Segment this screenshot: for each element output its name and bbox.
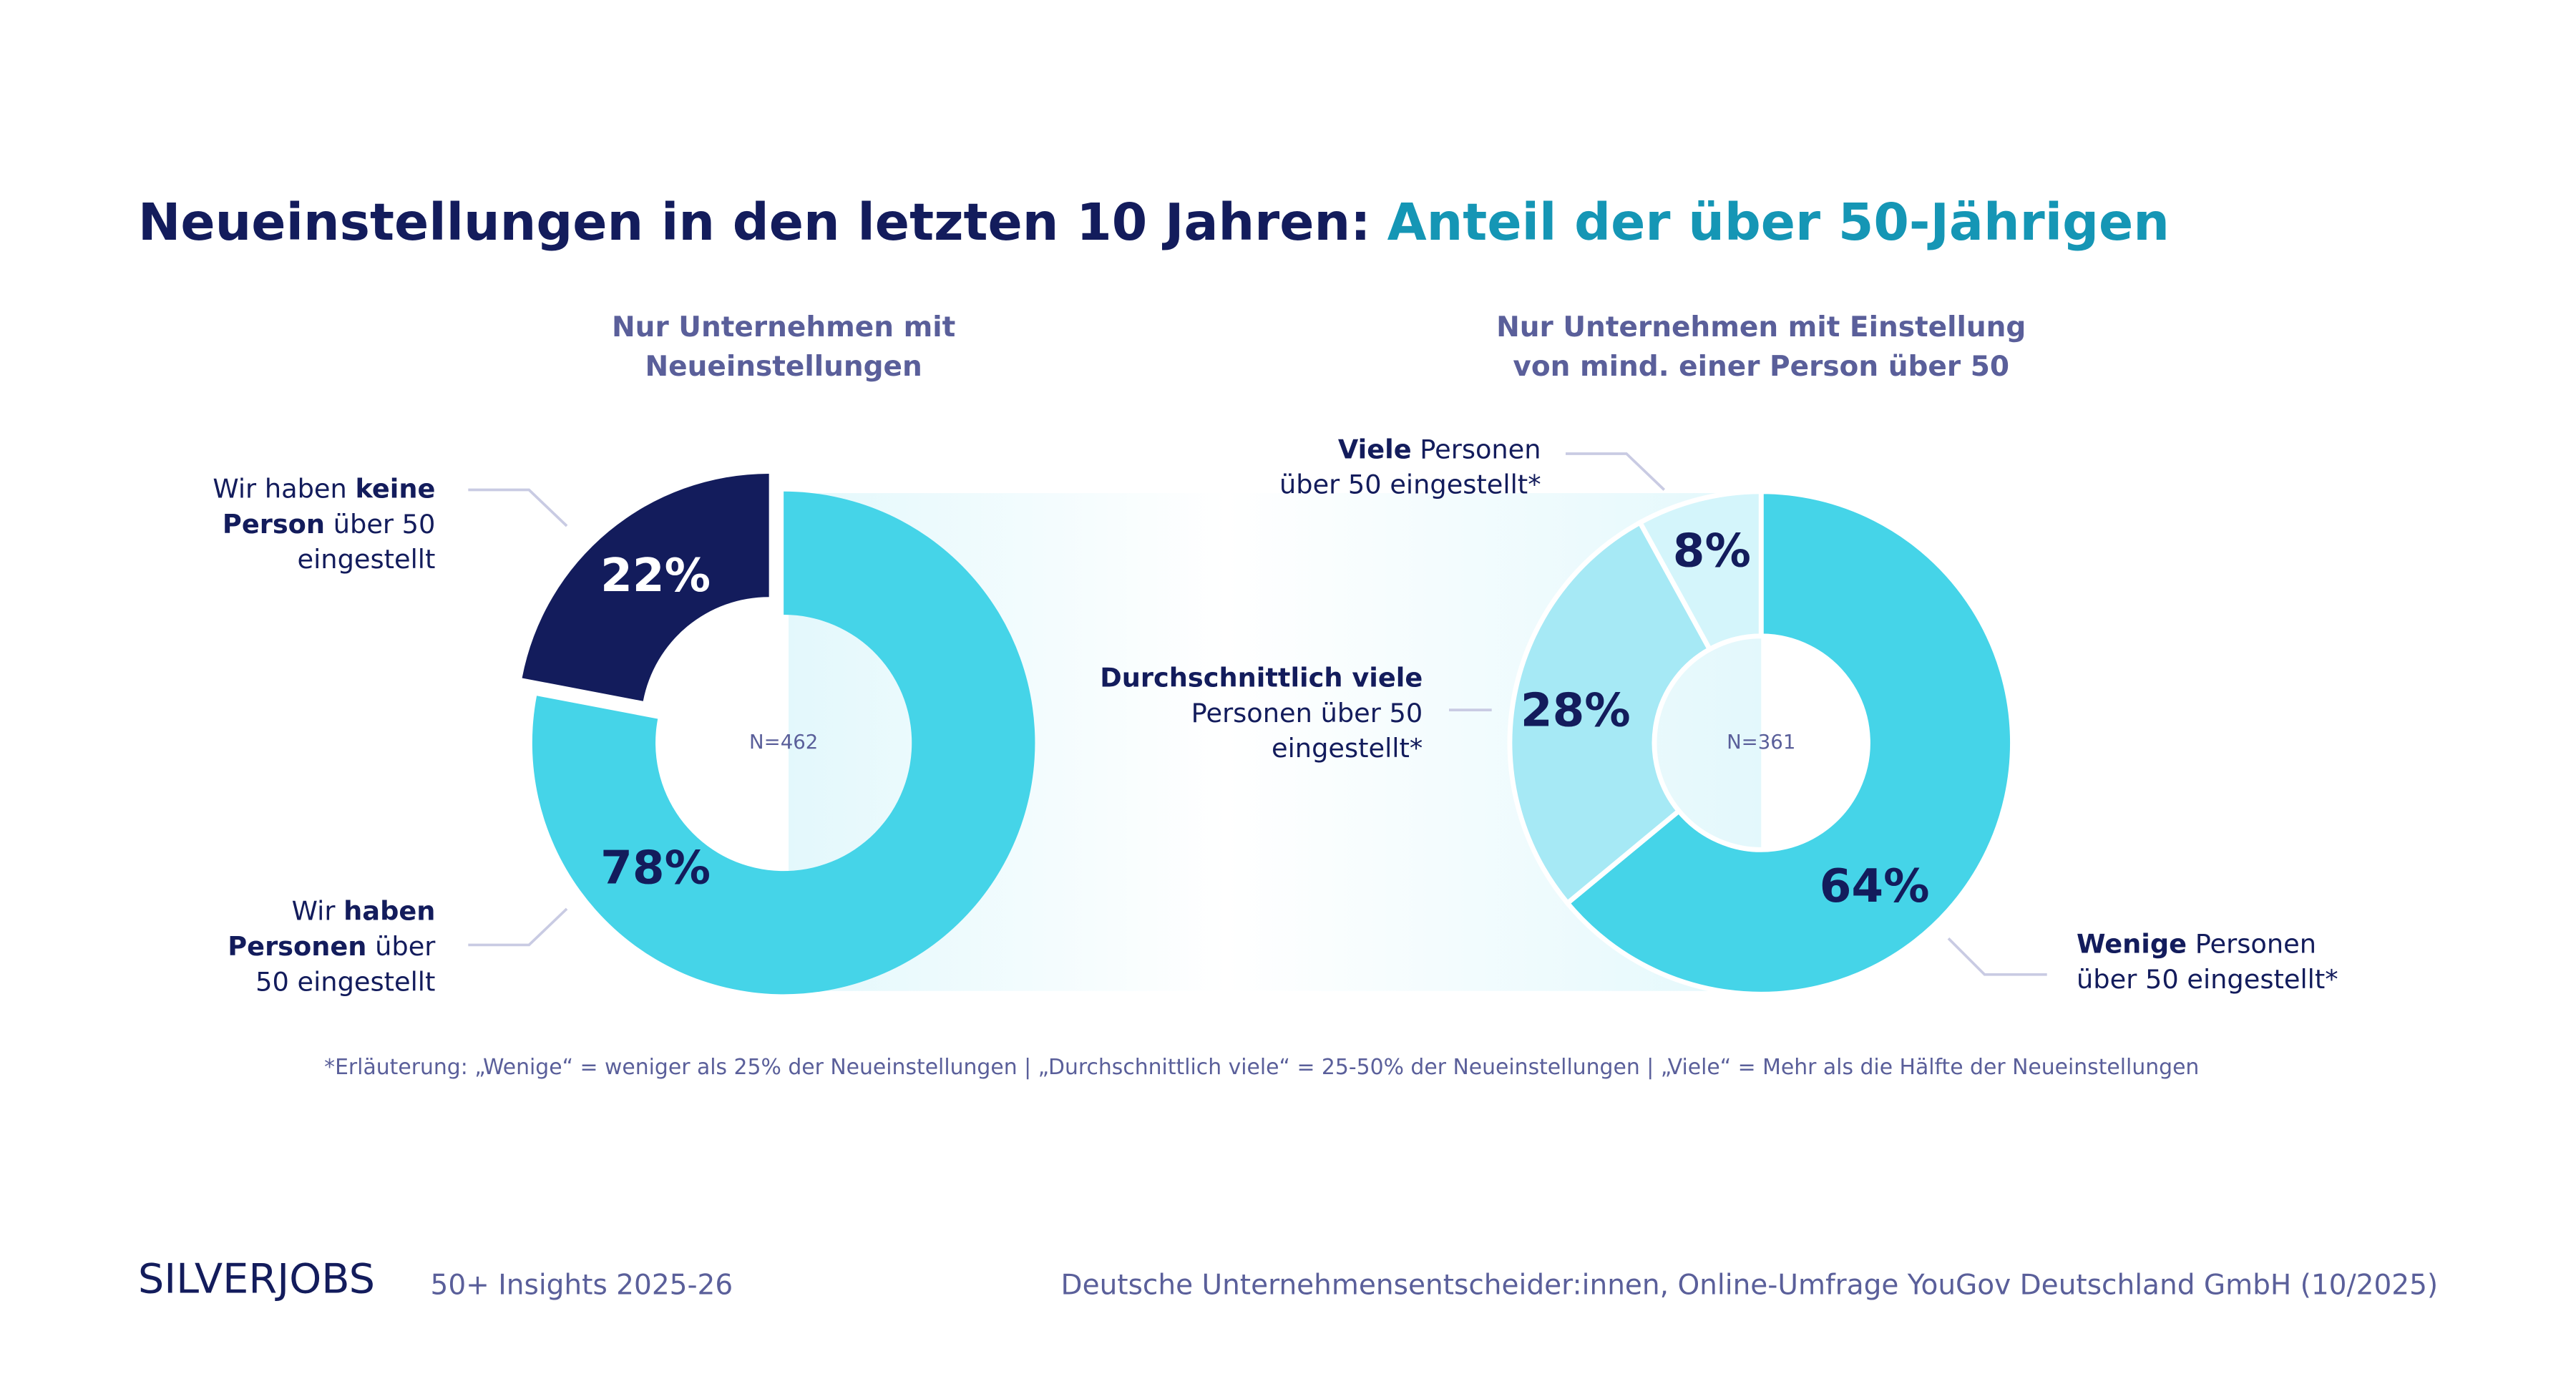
- edition: 50+ Insights 2025-26: [431, 1270, 733, 1302]
- chart-subtitle: Nur Unternehmen mit Einstellung: [1496, 311, 2026, 344]
- label-segment: über 50: [325, 508, 435, 539]
- label-segment: 50 eingestellt: [255, 966, 435, 997]
- category-label: Wir haben keine Person über 50 eingestellt: [213, 473, 435, 575]
- title-accent: Anteil der über 50-Jährigen: [1387, 192, 2170, 251]
- label-segment: Personen: [2187, 928, 2316, 959]
- connector: [1566, 452, 1666, 491]
- label-segment: keine: [355, 473, 435, 504]
- sample-size: N=361: [1727, 731, 1795, 754]
- label-line: Person über 50: [223, 508, 436, 539]
- donut-slice: [1507, 519, 1714, 907]
- title: Neueinstellungen in den letzten 10 Jahre…: [138, 192, 2170, 251]
- category-label: Viele Personen über 50 eingestellt*: [1279, 434, 1541, 500]
- label-segment: über 50 eingestellt*: [1279, 469, 1541, 500]
- label-segment: über: [366, 930, 436, 961]
- label-segment: über 50 eingestellt*: [2077, 963, 2338, 994]
- label-segment: eingestellt: [298, 544, 436, 575]
- value-label: 28%: [1521, 683, 1631, 737]
- value-label: 78%: [600, 842, 711, 895]
- brand: SILVERJOBS: [138, 1255, 375, 1303]
- label-segment: Person: [223, 508, 325, 539]
- connector: [468, 907, 568, 947]
- label-segment: Personen: [1412, 434, 1541, 464]
- chart-subtitle: Neueinstellungen: [645, 351, 922, 383]
- connector: [1947, 937, 2047, 976]
- donut-slice: [1636, 489, 1764, 653]
- label-segment: Wir haben: [213, 473, 355, 504]
- label-segment: Wenige: [2077, 928, 2187, 959]
- label-segment: eingestellt*: [1272, 733, 1423, 764]
- label-line: eingestellt: [298, 544, 436, 575]
- label-segment: Wir: [292, 895, 343, 926]
- label-line: Personen über 50: [1191, 697, 1423, 728]
- label-line: Wenige Personen: [2077, 928, 2316, 959]
- sample-size: N=462: [749, 731, 818, 754]
- connector: [468, 488, 568, 527]
- category-label: Wenige Personen über 50 eingestellt*: [2077, 928, 2338, 994]
- category-label: Wir haben Personen über 50 eingestellt: [228, 895, 436, 997]
- chart-subtitle: Nur Unternehmen mit: [612, 311, 955, 344]
- source: Deutsche Unternehmensentscheider:innen, …: [1061, 1270, 2439, 1302]
- value-label: 8%: [1673, 525, 1751, 578]
- label-segment: Personen über 50: [1191, 697, 1423, 728]
- category-label: Durchschnittlich viele Personen über 50 ei…: [1100, 662, 1423, 764]
- chart-subtitle: von mind. einer Person über 50: [1513, 351, 2009, 383]
- donut-slice: [522, 474, 769, 701]
- title-main: Neueinstellungen in den letzten 10 Jahre…: [138, 192, 1371, 251]
- label-line: über 50 eingestellt*: [1279, 469, 1541, 500]
- donut-slice: [1563, 489, 2015, 997]
- label-segment: Personen: [228, 930, 366, 961]
- footnote: *Erläuterung: „Wenige“ = weniger als 25%…: [324, 1055, 2199, 1080]
- label-line: eingestellt*: [1272, 733, 1423, 764]
- value-label: 22%: [600, 549, 711, 603]
- donut-slice: [532, 491, 1035, 995]
- label-line: Durchschnittlich viele: [1100, 662, 1423, 693]
- label-line: über 50 eingestellt*: [2077, 963, 2338, 994]
- label-segment: haben: [343, 895, 435, 926]
- label-line: Wir haben: [292, 895, 436, 926]
- value-label: 64%: [1820, 859, 1930, 913]
- label-segment: Durchschnittlich viele: [1100, 662, 1423, 693]
- label-line: 50 eingestellt: [255, 966, 435, 997]
- label-line: Wir haben keine: [213, 473, 435, 504]
- label-line: Personen über: [228, 930, 436, 961]
- label-line: Viele Personen: [1338, 434, 1541, 464]
- label-segment: Viele: [1338, 434, 1412, 464]
